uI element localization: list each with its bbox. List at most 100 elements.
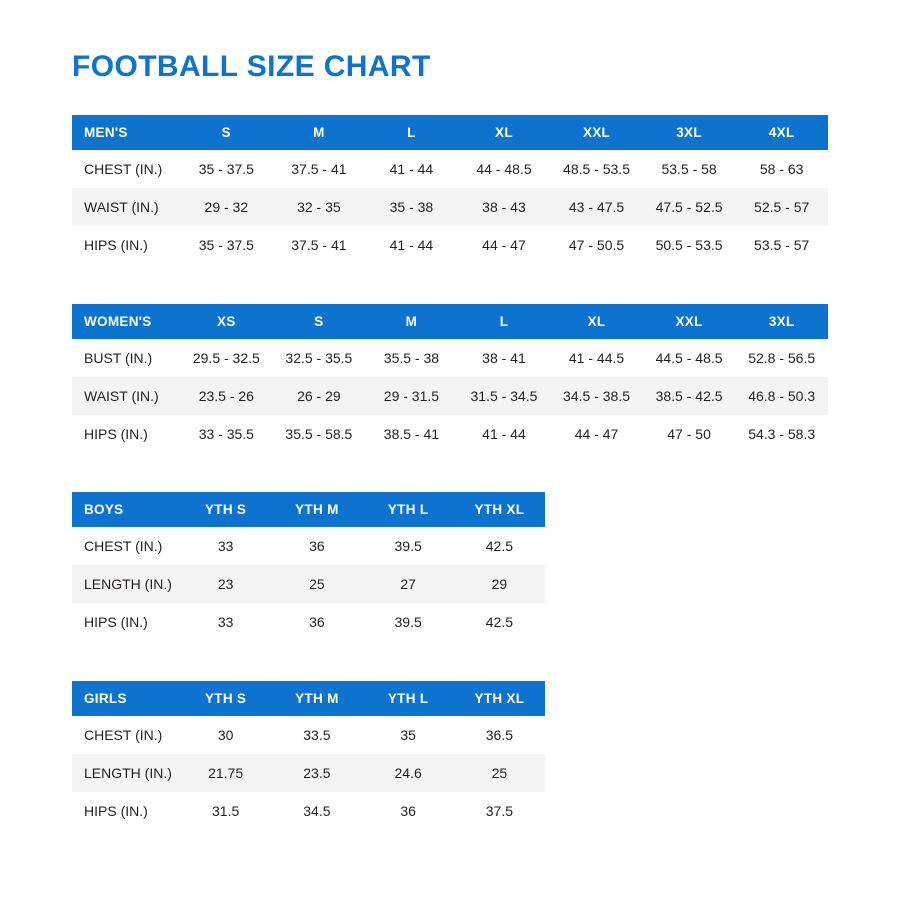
boys-size-header: YTH XL [453,492,545,527]
measurement-cell: 53.5 - 58 [642,150,736,188]
measurement-cell: 41 - 44.5 [550,339,643,377]
row-label-text: BUST (IN.) [84,350,153,366]
measurement-cell: 29.5 - 32.5 [180,339,273,377]
measurement-cell: 32 - 35 [272,188,366,226]
measurement-cell: 41 - 44 [365,150,458,188]
row-label: HIPS (IN.) [72,415,181,453]
measurement-cell: 30 [180,716,272,754]
measurement-cell: 36 [271,603,363,641]
measurement-cell: 32.5 - 35.5 [272,339,366,377]
measurement-cell: 29 - 31.5 [365,377,458,415]
measurement-cell: 36 [362,792,454,830]
row-label-text: CHEST (IN.) [84,727,163,743]
row-label: CHEST (IN.) [72,150,181,188]
womens-header-row: WOMEN'S XS S M L XL XXL 3XL [72,304,828,339]
measurement-cell: 42.5 [453,527,545,565]
measurement-cell: 33.5 [271,716,363,754]
measurement-cell: 25 [271,565,363,603]
womens-size-header: L [457,304,551,339]
row-label: BUST (IN.) [72,339,181,377]
table-row: HIPS (IN.) 31.5 34.5 36 37.5 [72,792,545,830]
mens-size-header: L [365,115,458,150]
measurement-cell: 21.75 [180,754,272,792]
girls-header-row: GIRLS YTH S YTH M YTH L YTH XL [72,681,545,716]
table-row: WAIST (IN.) 29 - 32 32 - 35 35 - 38 38 - 43 4… [72,188,828,226]
girls-size-header: YTH S [180,681,272,716]
measurement-cell: 52.5 - 57 [735,188,828,226]
row-label-text: HIPS (IN.) [84,614,148,630]
measurement-cell: 42.5 [453,603,545,641]
measurement-cell: 43 - 47.5 [550,188,643,226]
row-label: LENGTH (IN.) [72,565,180,603]
girls-size-header: YTH M [271,681,363,716]
measurement-cell: 25 [453,754,545,792]
measurement-cell: 48.5 - 53.5 [550,150,643,188]
girls-size-table: GIRLS YTH S YTH M YTH L YTH XL CHEST (IN.) 30 3… [72,681,545,830]
measurement-cell: 33 [180,527,272,565]
row-label-text: LENGTH (IN.) [84,576,172,592]
measurement-cell: 23 [180,565,272,603]
measurement-cell: 33 [180,603,272,641]
measurement-cell: 31.5 - 34.5 [457,377,551,415]
boys-size-header: YTH L [362,492,454,527]
womens-header-label: WOMEN'S [72,304,181,339]
measurement-cell: 44 - 47 [550,415,643,453]
measurement-cell: 26 - 29 [272,377,366,415]
row-label: HIPS (IN.) [72,792,180,830]
measurement-cell: 52.8 - 56.5 [735,339,828,377]
measurement-cell: 38 - 41 [457,339,551,377]
row-label: CHEST (IN.) [72,527,180,565]
table-row: LENGTH (IN.) 21.75 23.5 24.6 25 [72,754,545,792]
mens-size-header: XL [457,115,551,150]
row-label-text: WAIST (IN.) [84,388,159,404]
table-row: WAIST (IN.) 23.5 - 26 26 - 29 29 - 31.5 31.5… [72,377,828,415]
measurement-cell: 46.8 - 50.3 [735,377,828,415]
mens-size-header: 3XL [642,115,736,150]
measurement-cell: 35 - 38 [365,188,458,226]
measurement-cell: 35 [362,716,454,754]
measurement-cell: 39.5 [362,527,454,565]
measurement-cell: 36 [271,527,363,565]
measurement-cell: 35 - 37.5 [180,150,273,188]
measurement-cell: 35.5 - 38 [365,339,458,377]
row-label: HIPS (IN.) [72,603,180,641]
measurement-cell: 29 - 32 [180,188,273,226]
measurement-cell: 41 - 44 [365,226,458,264]
row-label: HIPS (IN.) [72,226,181,264]
row-label-text: CHEST (IN.) [84,161,163,177]
measurement-cell: 54.3 - 58.3 [735,415,828,453]
measurement-cell: 35.5 - 58.5 [272,415,366,453]
womens-size-header: XXL [642,304,736,339]
measurement-cell: 58 - 63 [735,150,828,188]
mens-size-header: 4XL [735,115,828,150]
table-row: HIPS (IN.) 33 - 35.5 35.5 - 58.5 38.5 - 41 4… [72,415,828,453]
row-label-text: LENGTH (IN.) [84,765,172,781]
boys-header-label: BOYS [72,492,180,527]
measurement-cell: 34.5 - 38.5 [550,377,643,415]
table-row: LENGTH (IN.) 23 25 27 29 [72,565,545,603]
row-label: WAIST (IN.) [72,377,181,415]
mens-header-label: MEN'S [72,115,181,150]
womens-size-table: WOMEN'S XS S M L XL XXL 3XL BUST (IN.) 29.5 - 32.… [72,304,828,453]
table-row: CHEST (IN.) 33 36 39.5 42.5 [72,527,545,565]
row-label-text: WAIST (IN.) [84,199,159,215]
table-row: HIPS (IN.) 33 36 39.5 42.5 [72,603,545,641]
table-row: CHEST (IN.) 30 33.5 35 36.5 [72,716,545,754]
measurement-cell: 47 - 50 [642,415,736,453]
measurement-cell: 41 - 44 [457,415,551,453]
measurement-cell: 44.5 - 48.5 [642,339,736,377]
row-label-text: HIPS (IN.) [84,237,148,253]
measurement-cell: 38.5 - 42.5 [642,377,736,415]
measurement-cell: 39.5 [362,603,454,641]
mens-size-table: MEN'S S M L XL XXL 3XL 4XL CHEST (IN.) 35 - 37.5 3… [72,115,828,264]
measurement-cell: 23.5 [271,754,363,792]
measurement-cell: 37.5 [453,792,545,830]
row-label: WAIST (IN.) [72,188,181,226]
row-label: LENGTH (IN.) [72,754,180,792]
mens-size-header: M [272,115,366,150]
table-row: CHEST (IN.) 35 - 37.5 37.5 - 41 41 - 44 44 -… [72,150,828,188]
measurement-cell: 47 - 50.5 [550,226,643,264]
womens-size-header: 3XL [735,304,828,339]
girls-size-header: YTH XL [453,681,545,716]
mens-header-row: MEN'S S M L XL XXL 3XL 4XL [72,115,828,150]
